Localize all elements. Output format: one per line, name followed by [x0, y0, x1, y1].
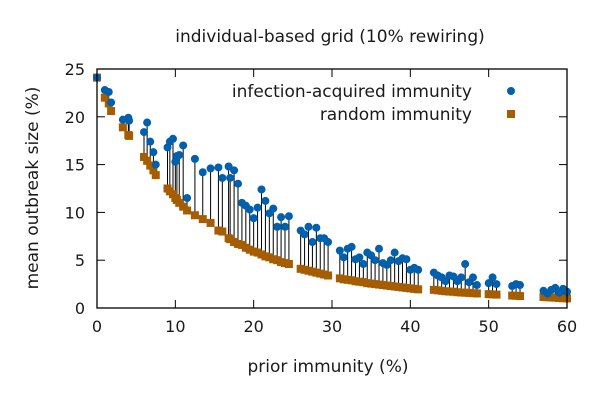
- infection-immunity-point: [151, 160, 160, 169]
- infection-immunity-point: [107, 98, 116, 107]
- x-tick-label: 0: [92, 317, 102, 336]
- infection-immunity-point: [347, 242, 356, 251]
- infection-immunity-point: [190, 154, 199, 163]
- y-tick-label: 20: [65, 108, 85, 127]
- x-tick-label: 20: [243, 317, 263, 336]
- infection-immunity-point: [140, 128, 148, 137]
- infection-immunity-point: [371, 256, 380, 265]
- infection-immunity-point: [104, 87, 113, 96]
- infection-immunity-point: [390, 248, 399, 257]
- random-immunity-point: [125, 131, 134, 140]
- y-tick-label: 15: [65, 156, 85, 175]
- infection-immunity-point: [175, 151, 184, 160]
- x-tick-label: 60: [557, 317, 577, 336]
- infection-immunity-point: [214, 163, 223, 172]
- infection-immunity-point: [304, 222, 313, 231]
- infection-immunity-point: [245, 205, 254, 214]
- infection-immunity-point: [277, 213, 286, 222]
- infection-immunity-point: [257, 185, 266, 194]
- infection-immunity-point: [359, 260, 368, 269]
- random-immunity-series: [93, 73, 571, 303]
- random-immunity-point: [146, 161, 155, 170]
- axes: 0 10 20 30 40 50 60 0 5 10 15 20 25: [65, 60, 578, 336]
- x-axis-label: prior immunity (%): [248, 357, 409, 377]
- random-immunity-point: [324, 271, 333, 280]
- infection-immunity-point: [183, 194, 192, 203]
- x-tick-label: 50: [478, 317, 498, 336]
- infection-immunity-point: [226, 173, 235, 182]
- infection-immunity-point: [457, 273, 466, 282]
- chart-title: individual-based grid (10% rewiring): [175, 27, 485, 47]
- y-tick-label: 0: [75, 299, 85, 318]
- infection-immunity-point: [386, 256, 395, 265]
- random-immunity-point: [206, 218, 215, 227]
- infection-immunity-point: [146, 137, 155, 146]
- infection-immunity-point: [402, 255, 411, 264]
- infection-immunity-point: [492, 280, 501, 289]
- infection-immunity-point: [355, 253, 364, 262]
- random-immunity-point: [100, 93, 109, 102]
- x-tick-label: 40: [400, 317, 420, 336]
- random-immunity-point: [492, 290, 501, 299]
- infection-immunity-point: [281, 222, 289, 231]
- random-immunity-point: [107, 107, 116, 116]
- random-immunity-point: [218, 227, 227, 236]
- infection-immunity-point: [125, 116, 134, 125]
- random-immunity-point: [284, 260, 293, 269]
- y-tick-label: 5: [75, 251, 85, 270]
- x-tick-label: 10: [165, 317, 185, 336]
- random-immunity-point: [414, 285, 423, 294]
- infection-immunity-point: [149, 148, 158, 157]
- infection-immunity-point: [461, 260, 470, 269]
- infection-immunity-point: [484, 279, 493, 288]
- infection-immunity-point: [284, 212, 293, 221]
- infection-immunity-point: [414, 265, 423, 274]
- infection-immunity-point: [206, 164, 215, 173]
- y-axis-label: mean outbreak size (%): [23, 87, 43, 290]
- random-immunity-point: [198, 215, 207, 224]
- random-immunity-point: [190, 211, 199, 220]
- random-immunity-point: [143, 156, 152, 165]
- infection-immunity-point: [516, 281, 524, 290]
- infection-immunity-series: [93, 73, 571, 298]
- infection-immunity-point: [230, 166, 239, 175]
- infection-immunity-point: [253, 203, 262, 212]
- random-immunity-point: [183, 206, 192, 215]
- infection-immunity-point: [375, 244, 383, 253]
- legend: infection-acquired immunity random immun…: [232, 82, 515, 125]
- legend-marker-random: [507, 110, 515, 118]
- random-immunity-point: [118, 123, 127, 132]
- random-immunity-point: [516, 292, 524, 301]
- infection-immunity-point: [339, 253, 348, 262]
- infection-immunity-point: [472, 281, 481, 290]
- infection-immunity-point: [308, 238, 317, 247]
- infection-immunity-point: [269, 204, 278, 213]
- infection-immunity-point: [335, 246, 344, 255]
- infection-immunity-point: [312, 223, 321, 232]
- infection-immunity-point: [469, 273, 477, 282]
- x-tick-label: 30: [322, 317, 342, 336]
- infection-immunity-point: [300, 230, 309, 239]
- infection-immunity-point: [179, 141, 188, 150]
- legend-label-random: random immunity: [320, 105, 472, 125]
- infection-immunity-point: [218, 173, 227, 182]
- infection-immunity-point: [488, 273, 497, 282]
- infection-immunity-point: [261, 196, 270, 205]
- y-tick-label: 25: [65, 60, 85, 79]
- infection-immunity-point: [143, 118, 152, 127]
- random-immunity-point: [151, 171, 160, 180]
- random-immunity-point: [472, 289, 481, 298]
- infection-immunity-point: [168, 134, 177, 143]
- infection-immunity-point: [249, 214, 258, 223]
- infection-immunity-point: [234, 179, 242, 188]
- random-immunity-point: [149, 166, 158, 175]
- legend-label-infection: infection-acquired immunity: [232, 82, 472, 102]
- infection-immunity-point: [324, 238, 333, 247]
- infection-immunity-point: [273, 222, 282, 231]
- infection-immunity-point: [198, 168, 207, 177]
- infection-immunity-point: [441, 277, 450, 286]
- legend-marker-infection: [507, 87, 515, 95]
- y-tick-label: 10: [65, 203, 85, 222]
